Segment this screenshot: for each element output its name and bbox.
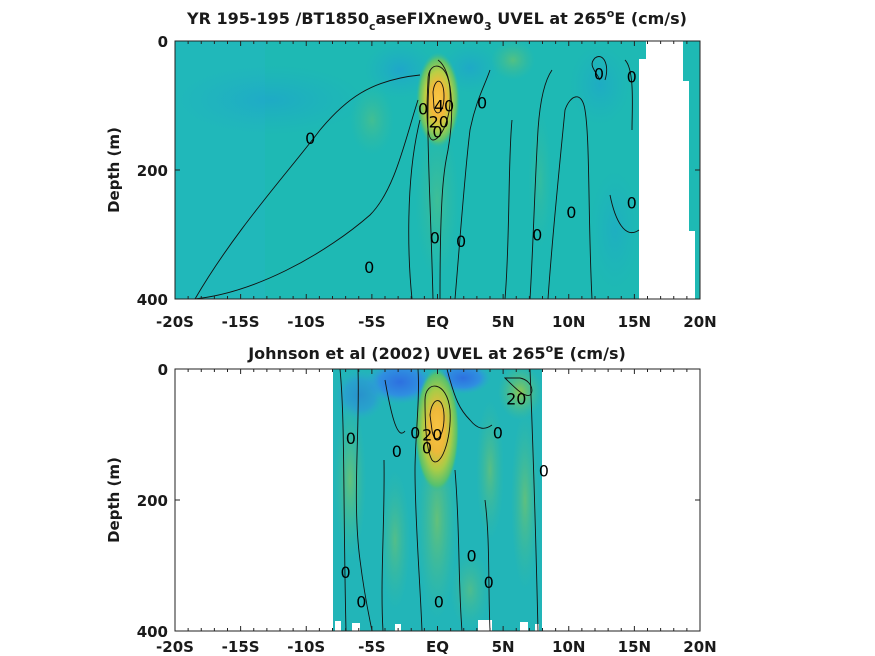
panel-model: YR 195-195 /BT1850caseFIXnew03 UVEL at 2… [105,7,717,331]
x-tick-label: 15N [618,638,651,656]
x-axis-observations: -20S -15S -10S -5S EQ 5N 10N 15N 20N [156,638,717,656]
y-axis-label-model: Depth (m) [105,127,123,213]
contour-label: 0 [341,563,351,582]
tick-marks-observations [174,368,701,632]
contours-observations [339,369,539,631]
contour-label: 40 [434,97,454,116]
contour-label: 0 [305,129,315,148]
contour-label: 0 [356,593,366,612]
title-observations: Johnson et al (2002) UVEL at 265oE (cm/s… [247,342,626,363]
x-tick-label: -20S [156,313,194,331]
contour-label: 0 [346,429,356,448]
title-model: YR 195-195 /BT1850caseFIXnew03 UVEL at 2… [186,7,687,33]
contour-label: 0 [422,439,432,458]
x-tick-label: EQ [426,313,449,331]
weak-westward-patch [175,65,365,135]
tick-marks-model [174,40,701,300]
x-axis-model: -20S -15S -10S -5S EQ 5N 10N 15N 20N [156,313,717,331]
contour-label: 0 [477,93,487,112]
contour-label: 20 [422,426,442,445]
contours-model [187,56,640,299]
contour-label: 0 [364,258,374,277]
x-tick-label: 15N [618,313,651,331]
contour-label: 0 [410,424,420,443]
contour-label: 0 [539,462,549,481]
contour-label: 20 [429,113,449,132]
undercurrent-core [416,52,460,148]
x-tick-label: -15S [222,638,260,656]
x-tick-label: 20N [683,638,716,656]
x-tick-label: -10S [287,313,325,331]
contour-label: 0 [418,100,428,119]
y-tick-label: 400 [137,623,168,641]
y-tick-label: 200 [137,492,168,510]
panel-observations: Johnson et al (2002) UVEL at 265oE (cm/s… [105,342,717,656]
contour-label: 0 [532,226,542,245]
contour-label: 20 [506,389,526,408]
contour-label: 0 [484,573,494,592]
y-tick-label: 0 [158,33,168,51]
x-tick-label: 20N [683,313,716,331]
x-tick-label: -10S [287,638,325,656]
y-axis-observations: 0 200 400 [137,361,168,641]
x-tick-label: -20S [156,638,194,656]
contour-label: 0 [594,64,604,83]
y-tick-label: 0 [158,361,168,379]
y-axis-label-observations: Depth (m) [105,457,123,543]
x-tick-label: -5S [358,638,385,656]
y-axis-model: 0 200 400 [137,33,168,309]
contour-label: 0 [434,593,444,612]
x-tick-label: -15S [222,313,260,331]
x-tick-label: 5N [492,638,515,656]
contour-label: 0 [392,442,402,461]
contour-label: 0 [432,122,442,141]
x-tick-label: 10N [552,313,585,331]
contour-label: 0 [566,203,576,222]
contour-label: 0 [627,67,637,86]
y-tick-label: 200 [137,162,168,180]
y-tick-label: 400 [137,291,168,309]
contour-label: 0 [627,193,637,212]
contour-label: 0 [467,547,477,566]
contour-label: 0 [456,232,466,251]
x-tick-label: EQ [426,638,449,656]
x-tick-label: -5S [358,313,385,331]
x-tick-label: 10N [552,638,585,656]
contour-label: 0 [493,424,503,443]
x-tick-label: 5N [492,313,515,331]
contour-label: 0 [430,229,440,248]
